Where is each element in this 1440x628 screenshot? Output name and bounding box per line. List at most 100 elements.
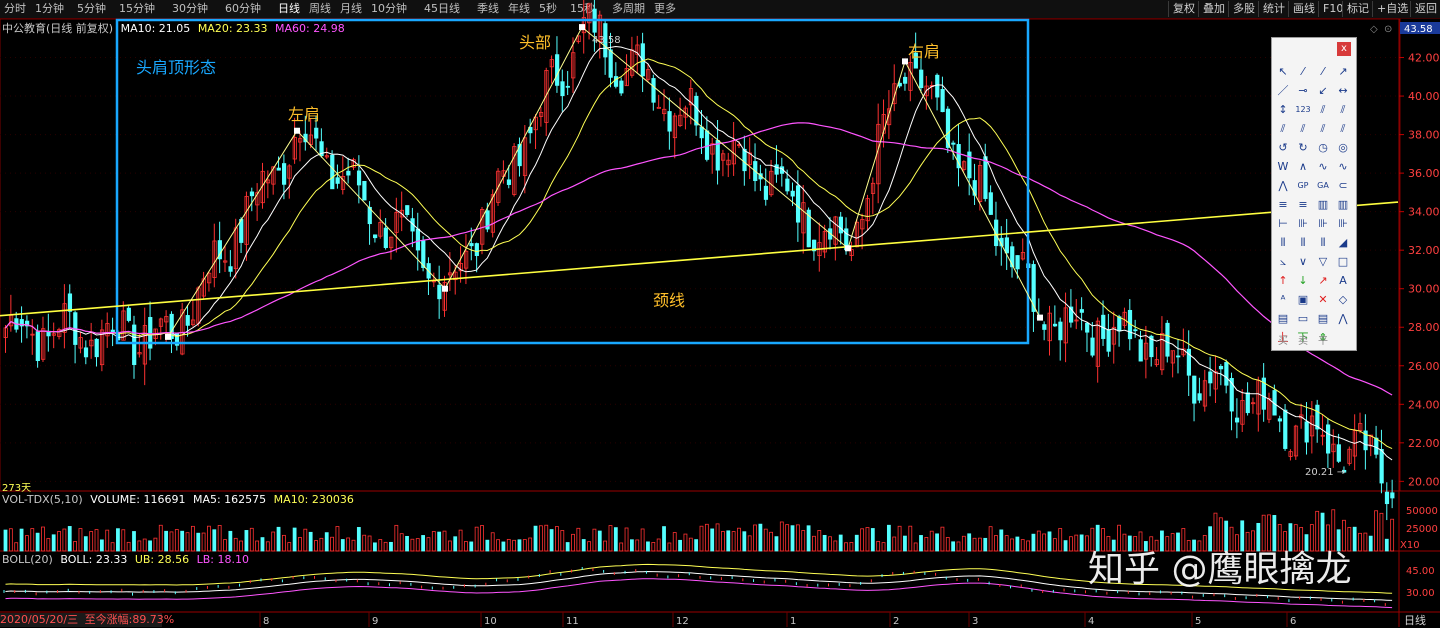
draw-tool-56-icon[interactable]: 上 [1277, 331, 1289, 344]
period-tab-2[interactable]: 5分钟 [77, 2, 106, 15]
tool-sell[interactable]: 卖 [1298, 336, 1308, 347]
draw-tool-12-icon[interactable]: ⫽ [1280, 122, 1286, 135]
draw-tool-15-icon[interactable]: ⫽ [1340, 122, 1346, 135]
period-tab-6[interactable]: 日线 [278, 2, 300, 15]
draw-tool-41-icon[interactable]: ∨ [1298, 255, 1308, 268]
draw-tool-33-icon[interactable]: ⊪ [1298, 217, 1308, 230]
draw-tool-34-icon[interactable]: ⊪ [1318, 217, 1328, 230]
draw-tool-27-icon[interactable]: ⊂ [1338, 179, 1348, 192]
draw-tool-43-icon[interactable]: □ [1337, 255, 1349, 268]
draw-tool-46-icon[interactable]: ↗ [1318, 274, 1328, 287]
draw-tool-57-icon[interactable]: 下 [1297, 331, 1309, 344]
period-tab-11[interactable]: 季线 [477, 2, 499, 15]
draw-tool-23-icon[interactable]: ∿ [1338, 160, 1348, 173]
draw-tool-50-icon[interactable]: ✕ [1318, 293, 1328, 306]
toolbar-button-6[interactable]: 标记 [1342, 1, 1369, 17]
draw-tool-18-icon[interactable]: ◷ [1318, 141, 1328, 154]
draw-tool-24-icon[interactable]: ⋀ [1278, 179, 1288, 192]
draw-tool-7-icon[interactable]: ↔ [1338, 84, 1348, 97]
candle-body [292, 137, 297, 160]
draw-tool-38-icon[interactable]: ⦀ [1320, 236, 1326, 249]
period-tab-15[interactable]: 多周期 [612, 2, 645, 15]
draw-tool-20-icon[interactable]: W [1277, 160, 1289, 173]
draw-tool-26-icon[interactable]: GA [1317, 181, 1329, 190]
draw-tool-25-icon[interactable]: GP [1297, 181, 1309, 190]
draw-tool-37-icon[interactable]: ⦀ [1300, 236, 1306, 249]
draw-tool-31-icon[interactable]: ▥ [1337, 198, 1349, 211]
period-tab-10[interactable]: 45日线 [424, 2, 460, 15]
period-tab-daily[interactable]: 日线 [1404, 614, 1426, 627]
draw-tool-30-icon[interactable]: ▥ [1317, 198, 1329, 211]
draw-tool-47-icon[interactable]: A [1339, 274, 1347, 287]
draw-tool-5-icon[interactable]: ⊸ [1298, 84, 1308, 97]
toolbar-button-8[interactable]: 返回 [1410, 1, 1437, 17]
draw-tool-52-icon[interactable]: ▤ [1277, 312, 1289, 325]
toolbar-button-7[interactable]: +自选 [1372, 1, 1408, 17]
toolbar-button-2[interactable]: 多股 [1228, 1, 1255, 17]
draw-tool-39-icon[interactable]: ◢ [1338, 236, 1348, 249]
draw-tool-45-icon[interactable]: ↓ [1298, 274, 1308, 287]
draw-tool-35-icon[interactable]: ⊪ [1338, 217, 1348, 230]
volume-bar [1277, 524, 1282, 552]
period-tab-16[interactable]: 更多 [654, 2, 676, 15]
candle-body [961, 161, 967, 170]
draw-tool-0-icon[interactable]: ↖ [1278, 65, 1288, 78]
draw-tool-8-icon[interactable]: ↕ [1278, 103, 1288, 116]
draw-tool-16-icon[interactable]: ↺ [1278, 141, 1288, 154]
draw-tool-55-icon[interactable]: ⋀ [1338, 312, 1348, 325]
draw-tool-44-icon[interactable]: ↑ [1278, 274, 1288, 287]
draw-tool-42-icon[interactable]: ▽ [1318, 255, 1328, 268]
draw-tool-3-icon[interactable]: ↗ [1338, 65, 1348, 78]
draw-tool-17-icon[interactable]: ↻ [1298, 141, 1308, 154]
candle-body [62, 303, 67, 333]
period-tab-13[interactable]: 5秒 [539, 2, 557, 15]
period-tab-4[interactable]: 30分钟 [172, 2, 208, 15]
candle-body [158, 318, 164, 327]
period-tab-7[interactable]: 周线 [309, 2, 331, 15]
volume-tick-label: 50000 [1406, 506, 1438, 517]
period-tab-12[interactable]: 年线 [508, 2, 530, 15]
draw-tool-51-icon[interactable]: ◇ [1338, 293, 1348, 306]
draw-tool-22-icon[interactable]: ∿ [1318, 160, 1328, 173]
draw-tool-19-icon[interactable]: ◎ [1338, 141, 1348, 154]
draw-tool-10-icon[interactable]: ⫽ [1320, 103, 1326, 116]
draw-tool-53-icon[interactable]: ▭ [1297, 312, 1309, 325]
period-tab-8[interactable]: 月线 [340, 2, 362, 15]
draw-tool-13-icon[interactable]: ⫽ [1300, 122, 1306, 135]
draw-tool-9-icon[interactable]: 123 [1295, 105, 1311, 114]
draw-tool-40-icon[interactable]: ⦣ [1279, 255, 1287, 268]
toolbox-close-button[interactable]: x [1337, 42, 1351, 56]
tool-flat[interactable]: 平 [1318, 336, 1328, 347]
period-tab-9[interactable]: 10分钟 [371, 2, 407, 15]
draw-tool-49-icon[interactable]: ▣ [1297, 293, 1309, 306]
draw-tool-11-icon[interactable]: ⫽ [1340, 103, 1346, 116]
toolbar-button-5[interactable]: F10 [1318, 1, 1343, 17]
period-tab-0[interactable]: 分时 [4, 2, 26, 15]
draw-tool-32-icon[interactable]: ⊢ [1278, 217, 1288, 230]
period-tab-1[interactable]: 1分钟 [35, 2, 64, 15]
draw-tool-6-icon[interactable]: ↙ [1318, 84, 1328, 97]
draw-tool-2-icon[interactable]: ⁄ [1322, 65, 1324, 78]
draw-tool-48-icon[interactable]: ᴬ [1280, 293, 1286, 306]
volume-bar [1261, 514, 1266, 552]
volume-bar [35, 532, 40, 552]
draw-tool-36-icon[interactable]: ⦀ [1280, 236, 1286, 249]
tool-buy[interactable]: 买 [1278, 336, 1288, 347]
draw-tool-1-icon[interactable]: ⁄ [1302, 65, 1304, 78]
volume-bar [1331, 509, 1336, 552]
toolbar-button-4[interactable]: 画线 [1288, 1, 1315, 17]
boll-tick-label: 30.00 [1406, 588, 1435, 599]
draw-tool-21-icon[interactable]: ∧ [1298, 160, 1308, 173]
period-tab-5[interactable]: 60分钟 [225, 2, 261, 15]
toolbar-button-1[interactable]: 叠加 [1198, 1, 1225, 17]
period-tab-3[interactable]: 15分钟 [119, 2, 155, 15]
draw-tool-28-icon[interactable]: ≡ [1278, 198, 1288, 211]
draw-tool-14-icon[interactable]: ⫽ [1320, 122, 1326, 135]
draw-tool-29-icon[interactable]: ≡ [1298, 198, 1308, 211]
volume-bar [1368, 535, 1373, 552]
toolbar-button-0[interactable]: 复权 [1168, 1, 1195, 17]
toolbar-button-3[interactable]: 统计 [1258, 1, 1285, 17]
draw-tool-4-icon[interactable]: ／ [1277, 84, 1289, 97]
draw-tool-58-icon[interactable]: ⇕ [1318, 331, 1328, 344]
draw-tool-54-icon[interactable]: ▤ [1317, 312, 1329, 325]
